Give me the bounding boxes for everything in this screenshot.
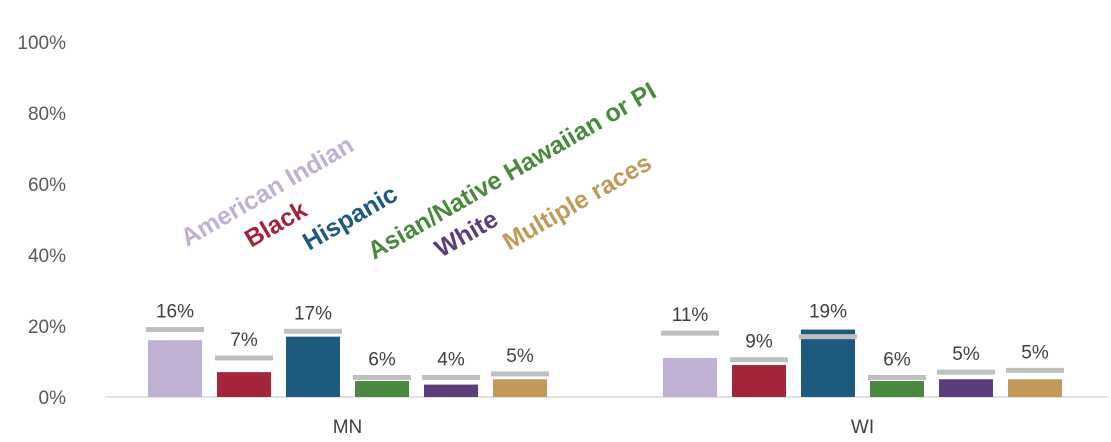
bar: [217, 372, 271, 397]
bar: [148, 340, 202, 397]
category-labels: MN WI: [333, 417, 874, 438]
bar: [424, 384, 478, 397]
bar: [939, 379, 993, 397]
reference-mark: [661, 330, 719, 336]
bar: [870, 381, 924, 397]
reference-mark: [868, 374, 926, 380]
bar: [493, 379, 547, 397]
category-label: WI: [851, 417, 874, 438]
series-labels: American IndianBlackHispanicAsian/Native…: [176, 77, 661, 265]
y-tick-label: 0%: [39, 388, 67, 409]
y-tick-label: 60%: [28, 175, 66, 196]
data-label: 9%: [745, 332, 773, 353]
data-label: 4%: [437, 349, 465, 370]
bars: [148, 329, 1062, 397]
data-label: 17%: [294, 303, 332, 324]
data-label: 5%: [952, 344, 980, 365]
data-label: 6%: [368, 349, 396, 370]
data-label: 6%: [883, 349, 911, 370]
data-label: 5%: [1021, 342, 1049, 363]
data-label: 11%: [672, 305, 709, 326]
y-tick-label: 80%: [28, 104, 66, 125]
y-axis: 0% 20% 40% 60% 80% 100%: [17, 33, 66, 409]
reference-mark: [422, 374, 480, 380]
reference-mark: [491, 371, 549, 377]
reference-mark: [730, 357, 788, 363]
reference-mark: [799, 334, 857, 340]
bar: [286, 336, 340, 397]
bar: [663, 357, 717, 397]
data-labels: 16% 7% 17% 6% 4% 5% 11% 9% 19% 6% 5% 5%: [156, 302, 1049, 371]
bar: [801, 329, 855, 397]
bar: [732, 365, 786, 397]
y-tick-label: 40%: [28, 246, 66, 267]
reference-mark: [215, 355, 273, 361]
data-label: 19%: [809, 302, 847, 323]
data-label: 7%: [230, 330, 258, 351]
reference-mark: [146, 327, 204, 333]
y-tick-label: 100%: [17, 33, 66, 54]
reference-mark: [353, 374, 411, 380]
bar: [355, 381, 409, 397]
y-tick-label: 20%: [28, 317, 66, 338]
reference-mark: [937, 369, 995, 375]
reference-mark: [284, 328, 342, 334]
reference-mark: [1006, 367, 1064, 373]
data-label: 5%: [506, 346, 534, 367]
reference-marks: [146, 327, 1064, 380]
bar: [1008, 379, 1062, 397]
category-label: MN: [333, 417, 363, 438]
data-label: 16%: [156, 302, 194, 323]
